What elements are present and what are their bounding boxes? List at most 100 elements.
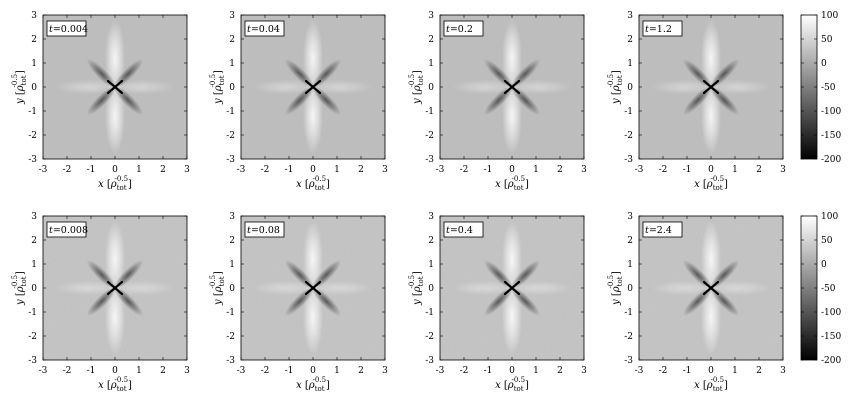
x-tick-label: -2	[63, 366, 72, 376]
y-axis-sup: -0.5	[11, 74, 19, 88]
x-axis-var: x	[495, 179, 501, 190]
colorbar-tick-label: -200	[821, 356, 841, 366]
time-label-box	[642, 221, 683, 238]
y-tick-label: -3	[624, 356, 633, 366]
x-axis-unit: ρ	[308, 380, 315, 391]
y-axis-label: y [ρtot-0.5]	[607, 70, 624, 105]
heatmap-area	[241, 216, 385, 360]
y-tick-label: 3	[31, 212, 37, 222]
x-axis-label: x [ρtot-0.5]	[495, 175, 529, 192]
y-axis-unit: ρ	[213, 85, 224, 92]
y-tick-label: -1	[624, 308, 633, 318]
x-axis-label: x [ρtot-0.5]	[495, 376, 529, 393]
y-axis-sub: tot	[20, 75, 28, 85]
y-tick-label: 1	[229, 59, 235, 69]
y-tick-label: 2	[428, 35, 434, 45]
x-axis-unit: ρ	[308, 179, 315, 190]
y-axis-sup: -0.5	[607, 74, 615, 88]
time-label-symbol: t	[645, 24, 649, 35]
x-tick-label: -3	[436, 165, 445, 175]
y-axis-bracket-open: [	[15, 292, 26, 299]
time-label-value: =0.04	[251, 24, 280, 35]
colorbar-tick-label: -50	[821, 284, 836, 294]
y-tick-label: 1	[428, 59, 434, 69]
time-label-symbol: t	[49, 24, 53, 35]
y-tick-label: 1	[31, 260, 37, 270]
y-axis-var: y	[213, 299, 224, 306]
x-axis-bracket-open: [	[700, 380, 707, 391]
x-axis-sub: tot	[117, 385, 127, 393]
time-label-symbol: t	[446, 225, 450, 236]
y-axis-bracket-open: [	[213, 292, 224, 299]
y-tick-label: 2	[229, 236, 235, 246]
colorbar-tick-label: -50	[821, 83, 836, 93]
y-tick-label: 1	[428, 260, 434, 270]
x-axis-sub: tot	[315, 184, 325, 192]
time-label-value: =2.4	[649, 225, 672, 236]
x-tick-label: -1	[285, 366, 294, 376]
x-tick-label: -2	[63, 165, 72, 175]
time-label: t=1.2	[645, 24, 672, 35]
time-label: t=0.008	[49, 225, 88, 236]
heatmap-area	[639, 15, 783, 159]
colorbar-tick-label: -100	[821, 308, 841, 318]
colorbar-tick-label: -200	[821, 155, 841, 165]
y-axis-sup: -0.5	[408, 275, 416, 289]
x-tick-label: 3	[184, 366, 190, 376]
x-axis-sup: -0.5	[711, 376, 725, 384]
x-tick-label: 0	[509, 366, 515, 376]
x-axis-sup: -0.5	[512, 376, 526, 384]
y-axis-unit: ρ	[15, 85, 26, 92]
y-tick-label: 1	[31, 59, 37, 69]
center-cross	[106, 280, 124, 296]
y-axis-bracket-close: ]	[611, 271, 622, 275]
x-axis-bracket-open: [	[302, 179, 309, 190]
x-tick-label: 1	[533, 165, 539, 175]
y-tick-label: 0	[627, 284, 633, 294]
x-tick-label: 3	[184, 165, 190, 175]
x-axis-sub: tot	[514, 184, 524, 192]
y-axis-var: y	[412, 98, 423, 105]
y-tick-label: 2	[627, 236, 633, 246]
x-axis-sup: -0.5	[313, 175, 327, 183]
y-tick-label: 1	[627, 59, 633, 69]
x-axis-sub: tot	[117, 184, 127, 192]
time-label-symbol: t	[247, 24, 251, 35]
center-cross	[702, 280, 720, 296]
y-tick-label: 2	[627, 35, 633, 45]
x-tick-label: 0	[310, 366, 316, 376]
y-tick-label: -1	[28, 107, 37, 117]
x-axis-label: x [ρtot-0.5]	[98, 175, 132, 192]
y-axis-unit: ρ	[412, 286, 423, 293]
x-axis-sup: -0.5	[115, 376, 129, 384]
time-label: t=0.004	[49, 24, 88, 35]
y-tick-label: -2	[28, 332, 37, 342]
y-axis-unit: ρ	[213, 286, 224, 293]
heatmap-area	[43, 15, 187, 159]
x-axis-var: x	[296, 380, 302, 391]
x-tick-label: -3	[635, 366, 644, 376]
x-axis-bracket-close: ]	[525, 179, 529, 190]
time-label-box	[642, 20, 683, 37]
time-label: t=0.2	[446, 24, 473, 35]
colorbar-2: 100 50 0 -50 -100 -150 -200	[800, 212, 841, 366]
x-tick-label: 1	[136, 366, 142, 376]
center-cross	[106, 79, 124, 95]
y-axis-sub: tot	[20, 276, 28, 286]
y-axis-var: y	[611, 98, 622, 105]
heatmap-area	[43, 216, 187, 360]
x-tick-label: -1	[683, 165, 692, 175]
y-tick-label: 0	[229, 83, 235, 93]
y-tick-label: 2	[229, 35, 235, 45]
x-tick-label: -1	[285, 165, 294, 175]
x-tick-label: 1	[334, 366, 340, 376]
x-tick-label: -3	[237, 366, 246, 376]
heatmap-area	[440, 15, 584, 159]
colorbar-tick-label: -150	[821, 131, 841, 141]
colorbar-tick-label: 0	[821, 260, 827, 270]
y-tick-label: 3	[627, 11, 633, 21]
x-tick-label: 2	[756, 165, 762, 175]
heatmap-area	[440, 216, 584, 360]
